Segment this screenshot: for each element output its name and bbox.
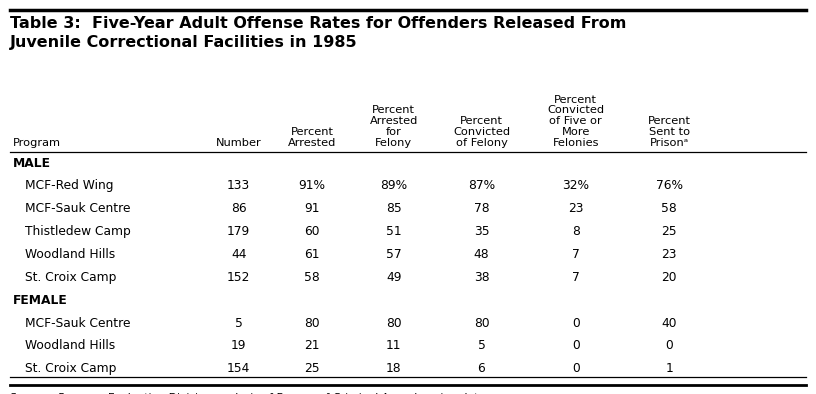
Text: MCF-Red Wing: MCF-Red Wing bbox=[25, 180, 113, 192]
Text: 80: 80 bbox=[473, 317, 490, 329]
Text: Percent
Convicted
of Felony: Percent Convicted of Felony bbox=[453, 116, 510, 148]
Text: 5: 5 bbox=[477, 340, 486, 352]
Text: 23: 23 bbox=[568, 203, 583, 215]
Text: 78: 78 bbox=[473, 203, 490, 215]
Text: 0: 0 bbox=[665, 340, 673, 352]
Text: 0: 0 bbox=[572, 362, 579, 375]
Text: Woodland Hills: Woodland Hills bbox=[25, 340, 116, 352]
Text: 35: 35 bbox=[473, 225, 490, 238]
Text: Woodland Hills: Woodland Hills bbox=[25, 248, 116, 261]
Text: 76%: 76% bbox=[655, 180, 683, 192]
Text: 23: 23 bbox=[662, 248, 676, 261]
Text: 32%: 32% bbox=[562, 180, 589, 192]
Text: 179: 179 bbox=[227, 225, 251, 238]
Text: 58: 58 bbox=[304, 271, 320, 284]
Text: 48: 48 bbox=[473, 248, 490, 261]
Text: 25: 25 bbox=[661, 225, 677, 238]
Text: 38: 38 bbox=[473, 271, 490, 284]
Text: 1: 1 bbox=[665, 362, 673, 375]
Text: 87%: 87% bbox=[468, 180, 495, 192]
Text: Program: Program bbox=[13, 138, 61, 148]
Text: 40: 40 bbox=[662, 317, 676, 329]
Text: MALE: MALE bbox=[13, 157, 51, 169]
Text: St. Croix Camp: St. Croix Camp bbox=[25, 271, 117, 284]
Text: 21: 21 bbox=[304, 340, 320, 352]
Text: Thistledew Camp: Thistledew Camp bbox=[25, 225, 131, 238]
Text: 7: 7 bbox=[572, 248, 579, 261]
Text: 91%: 91% bbox=[299, 180, 326, 192]
Text: 18: 18 bbox=[386, 362, 401, 375]
Text: 20: 20 bbox=[662, 271, 676, 284]
Text: 0: 0 bbox=[572, 340, 579, 352]
Text: 152: 152 bbox=[227, 271, 251, 284]
Text: 86: 86 bbox=[231, 203, 246, 215]
Text: 60: 60 bbox=[304, 225, 320, 238]
Text: 0: 0 bbox=[572, 317, 579, 329]
Text: MCF-Sauk Centre: MCF-Sauk Centre bbox=[25, 203, 131, 215]
Text: 133: 133 bbox=[227, 180, 251, 192]
Text: 19: 19 bbox=[231, 340, 246, 352]
Text: 44: 44 bbox=[231, 248, 246, 261]
Text: 57: 57 bbox=[386, 248, 401, 261]
Text: 80: 80 bbox=[304, 317, 320, 329]
Text: 91: 91 bbox=[304, 203, 320, 215]
Text: Source:  Program Evaluation Division analysis of Bureau of Criminal Apprehension: Source: Program Evaluation Division anal… bbox=[10, 392, 488, 394]
Text: 49: 49 bbox=[386, 271, 401, 284]
Text: Percent
Sent to
Prisonᵃ: Percent Sent to Prisonᵃ bbox=[648, 116, 690, 148]
Text: 51: 51 bbox=[386, 225, 401, 238]
Text: MCF-Sauk Centre: MCF-Sauk Centre bbox=[25, 317, 131, 329]
Text: 61: 61 bbox=[304, 248, 320, 261]
Text: 5: 5 bbox=[235, 317, 242, 329]
Text: 154: 154 bbox=[227, 362, 251, 375]
Text: 11: 11 bbox=[386, 340, 401, 352]
Text: 6: 6 bbox=[477, 362, 486, 375]
Text: 58: 58 bbox=[661, 203, 677, 215]
Text: Number: Number bbox=[215, 138, 262, 148]
Text: Percent
Arrested: Percent Arrested bbox=[288, 127, 336, 148]
Text: 7: 7 bbox=[572, 271, 579, 284]
Text: 85: 85 bbox=[386, 203, 401, 215]
Text: Table 3:  Five-Year Adult Offense Rates for Offenders Released From
Juvenile Cor: Table 3: Five-Year Adult Offense Rates f… bbox=[10, 16, 626, 50]
Text: FEMALE: FEMALE bbox=[13, 294, 68, 307]
Text: Percent
Convicted
of Five or
More
Felonies: Percent Convicted of Five or More Feloni… bbox=[547, 95, 605, 148]
Text: 80: 80 bbox=[386, 317, 401, 329]
Text: 89%: 89% bbox=[380, 180, 407, 192]
Text: Percent
Arrested
for
Felony: Percent Arrested for Felony bbox=[370, 105, 418, 148]
Text: St. Croix Camp: St. Croix Camp bbox=[25, 362, 117, 375]
Text: 25: 25 bbox=[304, 362, 320, 375]
Text: 8: 8 bbox=[572, 225, 579, 238]
